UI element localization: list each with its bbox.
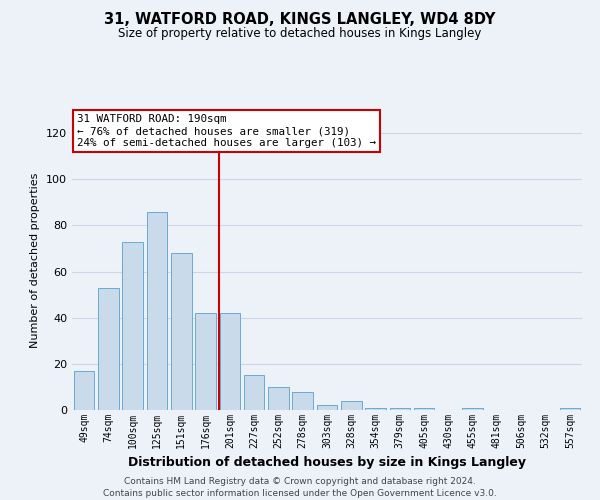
Bar	[292, 392, 313, 410]
Bar	[244, 376, 265, 410]
Bar	[98, 288, 119, 410]
Text: Size of property relative to detached houses in Kings Langley: Size of property relative to detached ho…	[118, 28, 482, 40]
Y-axis label: Number of detached properties: Number of detached properties	[31, 172, 40, 348]
X-axis label: Distribution of detached houses by size in Kings Langley: Distribution of detached houses by size …	[128, 456, 526, 469]
Bar	[268, 387, 289, 410]
Bar	[389, 408, 410, 410]
Text: 31, WATFORD ROAD, KINGS LANGLEY, WD4 8DY: 31, WATFORD ROAD, KINGS LANGLEY, WD4 8DY	[104, 12, 496, 28]
Bar	[317, 406, 337, 410]
Bar	[171, 253, 191, 410]
Bar	[463, 408, 483, 410]
Bar	[365, 408, 386, 410]
Bar	[220, 313, 240, 410]
Bar	[414, 408, 434, 410]
Text: 31 WATFORD ROAD: 190sqm
← 76% of detached houses are smaller (319)
24% of semi-d: 31 WATFORD ROAD: 190sqm ← 76% of detache…	[77, 114, 376, 148]
Bar	[74, 371, 94, 410]
Text: Contains HM Land Registry data © Crown copyright and database right 2024.
Contai: Contains HM Land Registry data © Crown c…	[103, 476, 497, 498]
Bar	[195, 313, 216, 410]
Bar	[146, 212, 167, 410]
Bar	[560, 408, 580, 410]
Bar	[122, 242, 143, 410]
Bar	[341, 401, 362, 410]
